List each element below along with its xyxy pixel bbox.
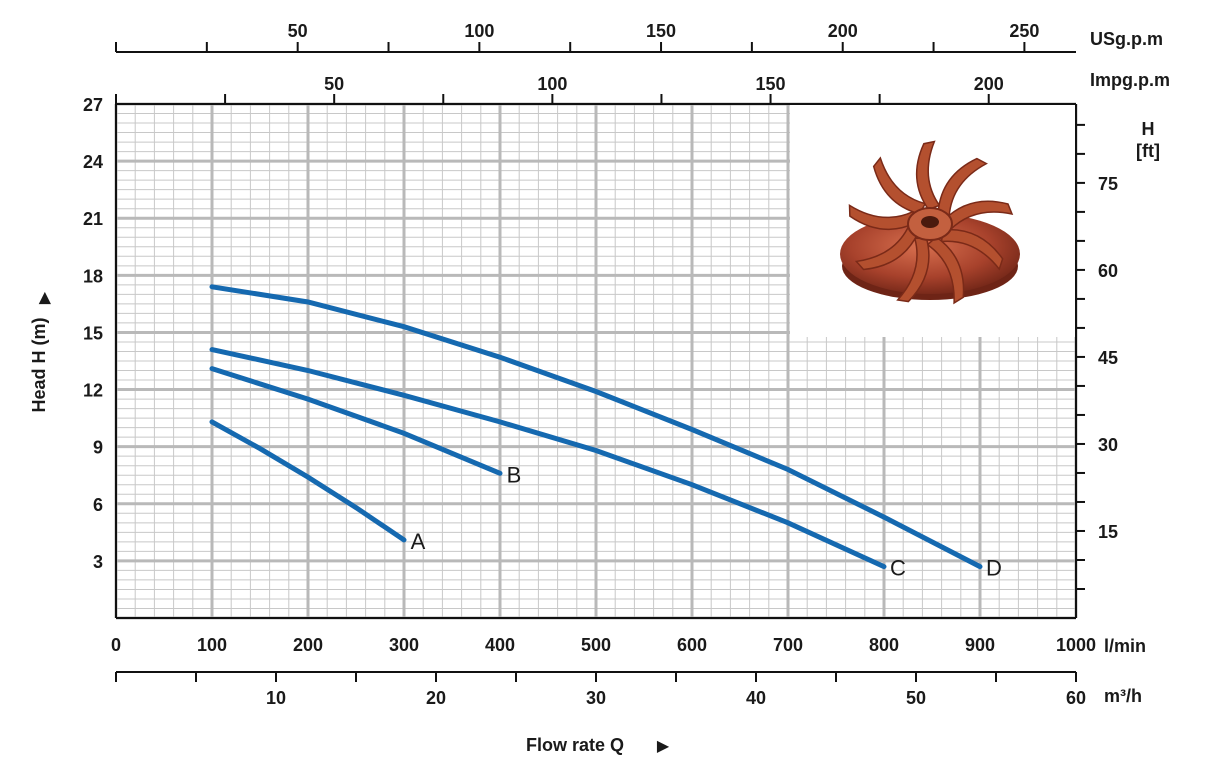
impeller-vane [937,157,988,217]
curve-label-A: A [411,529,426,554]
impeller-vane-shape [915,140,941,211]
curve-C [209,347,887,570]
curve-D [209,284,983,570]
m3h-axis-label: 50 [906,688,926,708]
impeller-vane-shape [848,203,917,231]
m3h-axis-label: 40 [746,688,766,708]
x-tick-label: 500 [581,635,611,655]
impeller-vane-shape [937,157,988,217]
x-tick-label: 700 [773,635,803,655]
impeller-vane-shape [940,228,1004,271]
axes: 0 100 200 300 400 500 600 700 800 900 1000 3 6 9 12 15 1… [83,21,1118,708]
x-tick-label: 600 [677,635,707,655]
impeller-bore [921,216,939,228]
x-axis-title: Flow rate Q [526,735,624,755]
performance-curves: A B C D [209,284,1002,581]
y-tick-label: 6 [93,495,103,515]
m3h-axis-label: 60 [1066,688,1086,708]
impgpm-axis-label: 150 [756,74,786,94]
usgpm-axis-label: 250 [1009,21,1039,41]
impeller-vane-shape [926,236,965,305]
x-unit-lmin: l/min [1104,636,1146,656]
y-tick-label: 24 [83,152,103,172]
impeller-vane [915,140,941,211]
impgpm-axis-label: 50 [324,74,344,94]
x-tick-label: 0 [111,635,121,655]
y-tick-label: 18 [83,266,103,286]
y-tick-label: 12 [83,381,103,401]
labels: Head H (m) ▶ Flow rate Q ▶ l/min m³/h US… [29,29,1170,755]
x-unit-m3h: m³/h [1104,686,1142,706]
y-tick-label: 15 [83,323,103,343]
impeller-vane [943,200,1014,232]
ft-axis-label: 15 [1098,522,1118,542]
usgpm-axis-label: 150 [646,21,676,41]
curve-B [209,366,503,476]
x-tick-label: 400 [485,635,515,655]
curve-label-C: C [890,556,906,581]
x-unit-usgpm: USg.p.m [1090,29,1163,49]
y-tick-label: 27 [83,95,103,115]
y-unit-ft-h: H [1142,119,1155,139]
impeller-vane-shape [854,224,920,271]
y-unit-ft: [ft] [1136,141,1160,161]
impeller-vane [940,228,1004,271]
y-axis-arrow-icon: ▶ [36,291,53,304]
usgpm-axis-label: 100 [464,21,494,41]
ft-axis-label: 60 [1098,261,1118,281]
ft-axis-label: 75 [1098,174,1118,194]
y-tick-label: 9 [93,438,103,458]
y-tick-label: 3 [93,552,103,572]
impeller-image [790,105,1075,337]
ft-axis-label: 45 [1098,348,1118,368]
impeller-vane [872,156,927,215]
impeller-vane-shape [943,200,1014,232]
impeller-vane [854,224,920,271]
usgpm-axis-label: 50 [288,21,308,41]
usgpm-axis-label: 200 [828,21,858,41]
x-tick-label: 800 [869,635,899,655]
y-tick-label: 21 [83,209,103,229]
x-tick-label: 200 [293,635,323,655]
curve-A [209,419,407,543]
x-tick-label: 900 [965,635,995,655]
plot-grid [114,102,1078,620]
x-tick-label: 100 [197,635,227,655]
ft-axis-label: 30 [1098,435,1118,455]
impeller-vane-shape [896,237,930,303]
x-tick-label: 300 [389,635,419,655]
curve-label-B: B [507,462,522,487]
x-tick-label: 1000 [1056,635,1096,655]
impeller-vane [896,237,930,303]
impeller-vane [848,203,917,231]
impgpm-axis-label: 100 [537,74,567,94]
x-unit-impgpm: Impg.p.m [1090,70,1170,90]
impeller-vane-shape [872,156,927,215]
m3h-axis-label: 20 [426,688,446,708]
curve-label-D: D [986,556,1002,581]
m3h-axis-label: 30 [586,688,606,708]
impeller-disk [840,214,1020,294]
impeller-vane [926,236,965,305]
impgpm-axis-label: 200 [974,74,1004,94]
m3h-axis-label: 10 [266,688,286,708]
x-axis-arrow-icon: ▶ [657,738,670,755]
y-axis-title: Head H (m) [29,317,49,412]
